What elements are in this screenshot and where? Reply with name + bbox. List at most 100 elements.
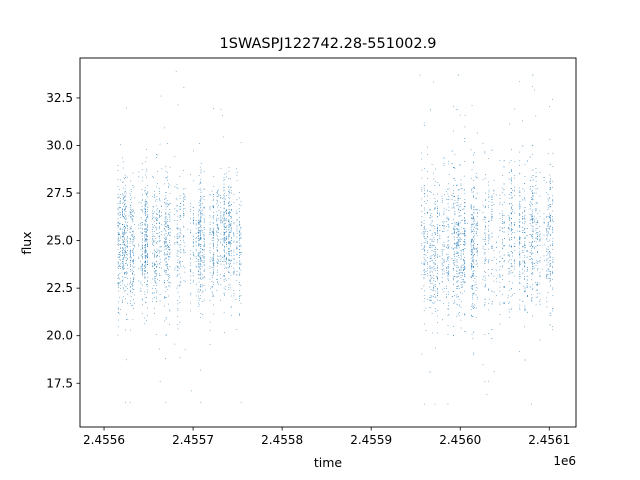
- data-point: [448, 219, 450, 221]
- data-point: [439, 184, 440, 186]
- data-point: [120, 179, 121, 181]
- data-point: [176, 236, 178, 238]
- data-point: [183, 242, 185, 243]
- data-point: [514, 246, 515, 247]
- data-point: [174, 220, 176, 221]
- data-point: [427, 190, 428, 192]
- data-point: [464, 245, 465, 246]
- data-point: [122, 210, 123, 212]
- data-point: [487, 302, 489, 304]
- data-point: [429, 238, 431, 240]
- data-point: [182, 261, 183, 262]
- data-point: [431, 245, 433, 246]
- data-point: [424, 207, 426, 209]
- data-point: [493, 204, 495, 205]
- data-point: [165, 203, 167, 205]
- data-point: [529, 259, 531, 260]
- data-point: [224, 233, 225, 234]
- data-point: [535, 290, 537, 292]
- data-point: [532, 265, 534, 267]
- data-point: [552, 220, 553, 222]
- data-point: [549, 204, 551, 206]
- data-point: [147, 206, 149, 208]
- data-point: [464, 262, 465, 264]
- data-point: [130, 253, 131, 254]
- data-point: [140, 227, 142, 229]
- data-point: [228, 248, 230, 250]
- data-point: [213, 264, 214, 266]
- data-point: [212, 313, 214, 315]
- data-point: [147, 246, 148, 247]
- data-point: [460, 220, 462, 222]
- data-point: [224, 200, 225, 202]
- data-point: [532, 218, 533, 220]
- data-point: [145, 260, 146, 262]
- data-point: [456, 247, 458, 249]
- data-point: [209, 256, 211, 258]
- data-point: [448, 226, 450, 228]
- data-point: [441, 288, 443, 290]
- data-point: [141, 200, 143, 201]
- data-point: [145, 238, 146, 240]
- data-point: [531, 234, 533, 236]
- data-point: [198, 224, 200, 225]
- data-point: [461, 279, 463, 280]
- data-point: [512, 232, 513, 233]
- data-point: [142, 274, 143, 276]
- data-point: [213, 246, 215, 248]
- data-point: [156, 275, 157, 277]
- data-point: [502, 242, 503, 243]
- data-point: [167, 285, 169, 287]
- data-point: [141, 250, 143, 252]
- data-point: [477, 212, 478, 214]
- data-point: [122, 198, 124, 199]
- data-point: [169, 221, 171, 222]
- data-point: [127, 241, 128, 242]
- data-point: [457, 204, 459, 206]
- data-point: [226, 257, 227, 259]
- data-point: [510, 230, 512, 232]
- data-point: [120, 255, 122, 256]
- data-point: [209, 232, 211, 234]
- data-point: [177, 315, 179, 317]
- data-point: [491, 245, 493, 247]
- data-point: [216, 243, 218, 245]
- data-point: [228, 266, 230, 267]
- data-point: [174, 186, 176, 188]
- data-point: [423, 185, 425, 187]
- data-point: [165, 241, 167, 242]
- data-point: [144, 204, 146, 206]
- data-point: [239, 239, 240, 241]
- data-point: [222, 114, 223, 116]
- data-point: [152, 244, 153, 245]
- data-point: [524, 245, 526, 247]
- data-point: [152, 218, 153, 220]
- data-point: [451, 198, 453, 200]
- data-point: [239, 296, 241, 297]
- data-point: [117, 312, 119, 314]
- data-point: [473, 222, 475, 224]
- data-point: [217, 235, 218, 237]
- data-point: [200, 273, 202, 275]
- data-point: [488, 262, 489, 264]
- data-point: [203, 245, 205, 247]
- data-point: [223, 275, 225, 277]
- data-point: [519, 351, 520, 353]
- data-point: [156, 229, 157, 231]
- x-tick-label: 2.4556: [83, 433, 125, 447]
- data-point: [534, 247, 535, 249]
- data-point: [190, 269, 191, 271]
- data-point: [537, 228, 538, 229]
- data-point: [239, 234, 240, 236]
- data-point: [236, 248, 238, 249]
- data-point: [228, 234, 230, 236]
- data-point: [459, 304, 460, 306]
- data-point: [233, 295, 235, 297]
- data-point: [532, 287, 534, 289]
- data-point: [165, 226, 167, 227]
- data-point: [502, 221, 503, 222]
- data-point: [472, 338, 474, 340]
- data-point: [434, 308, 436, 309]
- data-point: [177, 238, 179, 239]
- data-point: [200, 216, 202, 217]
